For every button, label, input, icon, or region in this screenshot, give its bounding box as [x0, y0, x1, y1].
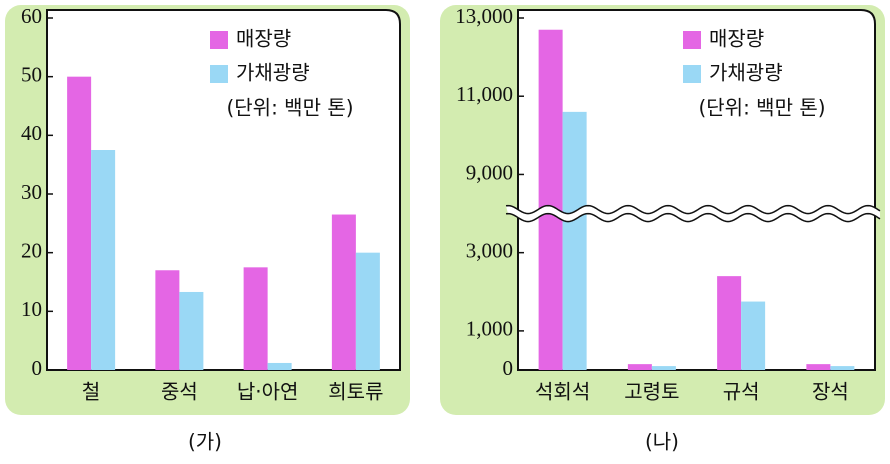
legend-swatch — [210, 65, 228, 83]
y-tick-label: 50 — [21, 62, 42, 86]
legend-swatch — [683, 65, 701, 83]
bar — [267, 362, 292, 370]
y-tick-label: 20 — [21, 238, 42, 262]
y-tick-label: 0 — [503, 356, 514, 380]
bar — [331, 214, 356, 370]
axis-break-line — [505, 212, 881, 223]
x-tick-label: 고령토 — [624, 380, 679, 404]
x-tick-label: 규석 — [723, 380, 760, 404]
axis-break — [506, 205, 880, 222]
legend-swatch — [210, 31, 228, 49]
annotation: (단위: 백만 톤) — [698, 96, 825, 120]
plot-area — [517, 9, 876, 371]
bar — [741, 301, 766, 370]
x-tick-label: 납·아연 — [237, 380, 299, 404]
bar — [806, 364, 831, 370]
plot-area — [46, 9, 401, 371]
chart-title: (가) — [188, 430, 222, 454]
bar — [179, 291, 204, 370]
x-tick-label: 석회석 — [535, 380, 590, 404]
legend-label: 가채광량 — [236, 61, 310, 85]
chart-title: (나) — [645, 430, 679, 454]
bar — [627, 364, 652, 370]
y-tick-label: 60 — [21, 4, 42, 28]
bar — [67, 76, 92, 371]
bar — [562, 111, 587, 370]
y-tick-label: 30 — [21, 180, 42, 204]
y-tick-label: 3,000 — [466, 238, 513, 262]
legend-swatch — [683, 31, 701, 49]
x-tick-label: 희토류 — [328, 380, 383, 404]
bar — [243, 267, 268, 370]
legend-label: 매장량 — [709, 27, 764, 51]
legend-label: 가채광량 — [709, 61, 783, 85]
bar — [355, 252, 380, 370]
y-tick-label: 10 — [21, 297, 42, 321]
bar — [830, 366, 855, 370]
y-tick-label: 40 — [21, 121, 42, 145]
legend-label: 매장량 — [236, 27, 291, 51]
bar — [91, 150, 116, 370]
bar — [717, 276, 742, 370]
bar — [651, 366, 676, 370]
x-tick-label: 중석 — [161, 380, 198, 404]
y-tick-label: 1,000 — [466, 317, 513, 341]
y-tick-label: 11,000 — [456, 82, 513, 106]
bar — [538, 29, 563, 370]
y-tick-label: 9,000 — [466, 160, 513, 184]
y-tick-label: 13,000 — [455, 4, 513, 28]
x-tick-label: 철 — [82, 380, 100, 404]
x-tick-label: 장석 — [812, 380, 849, 404]
annotation: (단위: 백만 톤) — [226, 96, 353, 120]
y-tick-label: 0 — [32, 356, 43, 380]
bar — [155, 270, 180, 370]
axis-break-line — [505, 204, 881, 215]
